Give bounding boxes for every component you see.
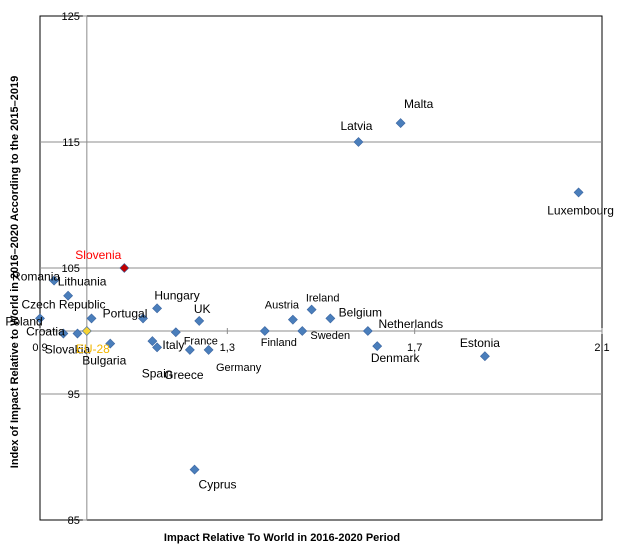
- data-point: [119, 263, 130, 273]
- point-label: Netherlands: [378, 317, 443, 331]
- point-label: Greece: [164, 368, 204, 382]
- y-tick-label: 115: [62, 137, 80, 149]
- point-label: Luxembourg: [547, 203, 614, 217]
- point-label: Malta: [404, 97, 434, 111]
- data-point: [105, 338, 116, 349]
- data-point: [184, 344, 195, 355]
- y-tick-label: 85: [68, 515, 80, 527]
- data-point: [203, 344, 214, 355]
- data-point: [72, 328, 83, 339]
- data-point: [194, 315, 205, 326]
- point-label: Spain: [142, 366, 173, 380]
- point-label: Austria: [265, 300, 300, 312]
- data-point: [362, 326, 373, 336]
- data-point: [306, 304, 317, 315]
- y-axis-label: Index of Impact Relative to World in 201…: [9, 76, 21, 468]
- point-label: Ireland: [306, 293, 340, 305]
- point-label: Poland: [5, 314, 42, 328]
- point-label: Romania: [12, 270, 60, 284]
- data-point: [395, 118, 406, 129]
- point-labels: Malta Latvia Luxembourg Slovenia RomaniaLith…: [5, 97, 614, 492]
- point-label: Slovakia: [45, 343, 91, 357]
- data-point: [297, 326, 308, 336]
- point-label: Bulgaria: [82, 354, 126, 368]
- point-label: Czech Republic: [21, 297, 105, 311]
- data-point: [58, 328, 69, 339]
- point-label: EU-28: [76, 342, 110, 356]
- data-point: [287, 314, 298, 325]
- data-point: [63, 290, 74, 301]
- data-point: [81, 326, 92, 336]
- data-point: [86, 313, 97, 324]
- point-label: Croatia: [26, 325, 65, 339]
- point-label: Germany: [216, 362, 262, 374]
- data-point: [325, 313, 336, 324]
- data-point: [147, 336, 158, 347]
- point-label: Belgium: [339, 305, 382, 319]
- point-label: Latvia: [340, 119, 372, 133]
- data-point: [138, 313, 148, 324]
- data-point: [259, 326, 270, 336]
- x-axis-label: Impact Relative To World in 2016-2020 Pe…: [164, 532, 400, 544]
- point-label: UK: [194, 302, 211, 316]
- data-point: [573, 187, 584, 198]
- point-label: France: [184, 335, 218, 347]
- data-point: [353, 137, 364, 147]
- point-label: Lithuania: [58, 275, 107, 289]
- point-label: Sweden: [310, 330, 350, 342]
- data-point: [152, 342, 163, 353]
- y-tick-label: 105: [61, 263, 79, 275]
- x-tick-label: 2,1: [594, 342, 609, 354]
- point-label: Hungary: [154, 288, 199, 302]
- data-point: [152, 303, 163, 314]
- data-points: [35, 118, 584, 475]
- data-point: [170, 327, 181, 338]
- point-label: Cyprus: [199, 478, 237, 492]
- y-tick-label: 125: [61, 11, 79, 23]
- tick-labels: 0,9 1,3 1,7 2,1 85 95 105 115 125: [32, 11, 609, 527]
- point-label: Portugal: [103, 306, 148, 320]
- data-point: [372, 341, 383, 352]
- point-label: Slovenia: [75, 248, 121, 262]
- x-tick-label: 1,7: [407, 342, 422, 354]
- point-label: Italy: [162, 338, 184, 352]
- point-label: Finland: [261, 337, 297, 349]
- data-point: [35, 313, 45, 324]
- point-label: Estonia: [460, 336, 500, 350]
- data-point: [189, 464, 200, 475]
- data-point: [49, 275, 59, 286]
- point-label: Denmark: [371, 351, 421, 365]
- x-tick-label: 0,9: [32, 342, 47, 354]
- data-point: [479, 351, 490, 362]
- x-tick-label: 1,3: [220, 342, 235, 354]
- y-tick-label: 95: [68, 389, 80, 401]
- gridlines: [40, 141, 602, 395]
